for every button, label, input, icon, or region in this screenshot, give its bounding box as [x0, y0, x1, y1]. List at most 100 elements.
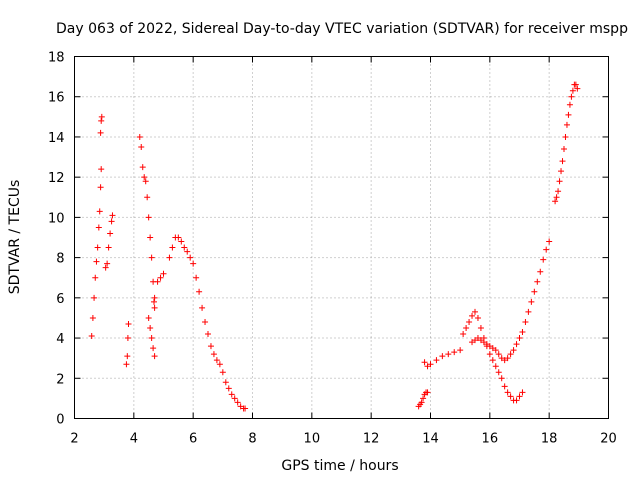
- data-point: [492, 363, 499, 370]
- series-arc3: [102, 212, 116, 271]
- data-point: [97, 184, 104, 191]
- x-tick-label: 16: [482, 432, 499, 447]
- y-tick-label: 12: [48, 171, 65, 186]
- data-point: [105, 244, 112, 251]
- data-point: [574, 85, 581, 92]
- data-point: [469, 312, 476, 319]
- y-tick-label: 6: [56, 292, 64, 307]
- data-point: [181, 244, 188, 251]
- data-point: [151, 304, 158, 311]
- data-point: [231, 395, 238, 402]
- data-point: [501, 383, 508, 390]
- data-point: [466, 318, 473, 325]
- data-point: [145, 214, 152, 221]
- data-point: [148, 254, 155, 261]
- data-point: [516, 393, 523, 400]
- data-point: [225, 385, 232, 392]
- data-marks: [88, 81, 581, 412]
- data-point: [528, 298, 535, 305]
- data-point: [125, 320, 132, 327]
- data-point: [516, 335, 523, 342]
- data-point: [98, 113, 105, 120]
- x-axis-label: GPS time / hours: [281, 458, 398, 474]
- data-point: [150, 345, 157, 352]
- data-point: [207, 343, 214, 350]
- data-point: [525, 308, 532, 315]
- data-point: [495, 369, 502, 376]
- data-point: [89, 314, 96, 321]
- data-point: [166, 254, 173, 261]
- series-arc1: [88, 166, 105, 340]
- data-point: [566, 101, 573, 108]
- data-point: [97, 129, 104, 136]
- data-point: [141, 174, 148, 181]
- y-tick-label: 4: [56, 332, 64, 347]
- data-point: [507, 351, 514, 358]
- data-point: [94, 244, 101, 251]
- y-tick-label: 16: [48, 91, 65, 106]
- data-point: [553, 194, 560, 201]
- data-point: [222, 379, 229, 386]
- data-point: [98, 117, 105, 124]
- data-point: [210, 351, 217, 358]
- data-point: [543, 246, 550, 253]
- data-point: [531, 288, 538, 295]
- data-point: [556, 178, 563, 185]
- data-point: [154, 278, 161, 285]
- data-point: [569, 87, 576, 94]
- data-point: [489, 357, 496, 364]
- data-point: [242, 405, 249, 412]
- series-arc11: [552, 81, 581, 205]
- data-point: [522, 318, 529, 325]
- y-axis-label: SDTVAR / TECUs: [7, 180, 23, 295]
- x-tick-label: 20: [600, 432, 617, 447]
- data-point: [445, 351, 452, 358]
- data-point: [102, 264, 109, 271]
- series-arc8: [415, 389, 431, 410]
- y-tick-label: 18: [48, 51, 65, 66]
- data-point: [555, 188, 562, 195]
- data-point: [460, 331, 467, 338]
- data-point: [427, 361, 434, 368]
- data-point: [433, 357, 440, 364]
- data-point: [144, 194, 151, 201]
- data-point: [160, 270, 167, 277]
- data-point: [213, 357, 220, 364]
- data-point: [498, 375, 505, 382]
- data-point: [559, 158, 566, 165]
- y-axis-ticks: 0 2 4 6 8 10 12 14 16 18: [48, 51, 609, 428]
- data-point: [420, 395, 427, 402]
- data-point: [439, 353, 446, 360]
- data-point: [228, 391, 235, 398]
- data-point: [138, 144, 145, 150]
- plot-frame: [74, 56, 609, 419]
- data-point: [561, 146, 567, 153]
- data-point: [495, 351, 502, 358]
- data-point: [169, 244, 176, 251]
- data-point: [504, 355, 511, 362]
- data-point: [216, 361, 223, 368]
- data-point: [93, 258, 100, 265]
- data-point: [96, 208, 103, 215]
- data-point: [190, 260, 197, 267]
- x-tick-label: 10: [304, 432, 321, 447]
- data-point: [562, 133, 569, 140]
- data-point: [175, 234, 182, 241]
- data-point: [124, 335, 131, 342]
- data-point: [563, 121, 570, 128]
- x-tick-label: 18: [541, 432, 558, 447]
- data-point: [145, 314, 152, 321]
- data-point: [199, 304, 206, 311]
- series-arc6: [145, 314, 158, 360]
- x-tick-label: 14: [422, 432, 439, 447]
- data-point: [151, 294, 158, 301]
- data-point: [123, 361, 130, 368]
- data-point: [151, 298, 158, 305]
- data-point: [510, 347, 517, 354]
- data-point: [513, 397, 520, 404]
- series-arc10: [469, 238, 553, 364]
- x-axis-ticks: 2 4 6 8 10 12 14 16 18 20: [70, 56, 617, 447]
- data-point: [151, 353, 158, 360]
- series-arc4: [123, 320, 132, 368]
